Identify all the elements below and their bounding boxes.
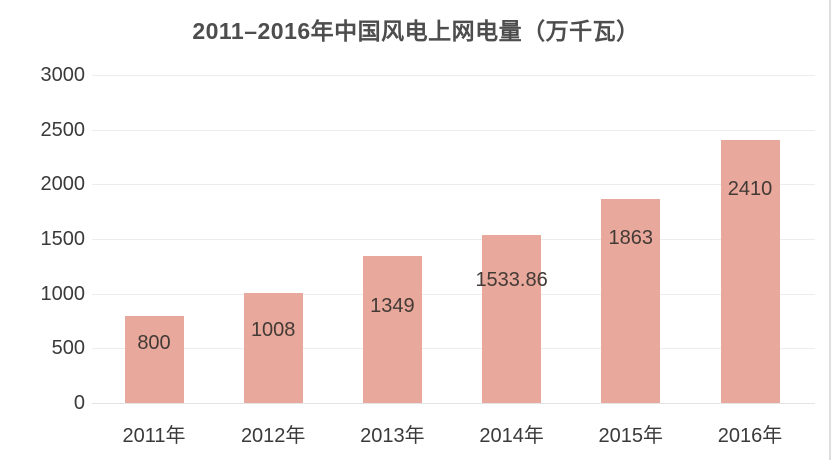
y-tick-label-0: 0 — [73, 392, 85, 414]
gridline-2000 — [92, 184, 815, 186]
gridline-3000 — [92, 75, 815, 76]
bar-2011年 — [124, 315, 184, 403]
gridline-1000 — [92, 293, 815, 295]
bar-2016年 — [720, 139, 780, 403]
bar-value-label-2016年: 2410 — [727, 177, 773, 200]
x-tick-label-2016年: 2016年 — [717, 425, 783, 447]
bar-value-label-2015年: 1863 — [608, 227, 654, 250]
x-tick-label-2012年: 2012年 — [240, 425, 306, 447]
chart-title: 2011–2016年中国风电上网电量（万千瓦） — [192, 18, 640, 44]
y-tick-label-3000: 3000 — [40, 64, 86, 86]
x-tick-label-2015年: 2015年 — [598, 425, 664, 447]
bar-2012年 — [243, 292, 303, 403]
gridline-500 — [92, 348, 815, 350]
gridline-2500 — [92, 129, 815, 131]
y-tick-label-2500: 2500 — [40, 118, 86, 141]
y-tick-label-500: 500 — [51, 337, 85, 360]
y-tick-label-1500: 1500 — [40, 228, 86, 250]
x-tick-label-2013年: 2013年 — [360, 425, 425, 447]
bar-value-label-2012年: 1008 — [250, 318, 296, 341]
x-tick-label-2011年: 2011年 — [122, 425, 186, 447]
bar-value-label-2011年: 800 — [137, 331, 171, 354]
gridline-1500 — [92, 239, 815, 240]
bar-value-label-2013年: 1349 — [370, 294, 415, 317]
bar-value-label-2014年: 1533.86 — [475, 269, 548, 292]
right-edge-line — [829, 0, 831, 460]
y-tick-label-2000: 2000 — [40, 173, 86, 196]
y-tick-label-1000: 1000 — [40, 282, 86, 305]
x-tick-label-2014年: 2014年 — [479, 425, 544, 447]
bar-2013年 — [362, 255, 422, 403]
bar-2014年 — [482, 235, 542, 403]
bar-2015年 — [601, 199, 661, 403]
gridline-0 — [92, 403, 815, 404]
